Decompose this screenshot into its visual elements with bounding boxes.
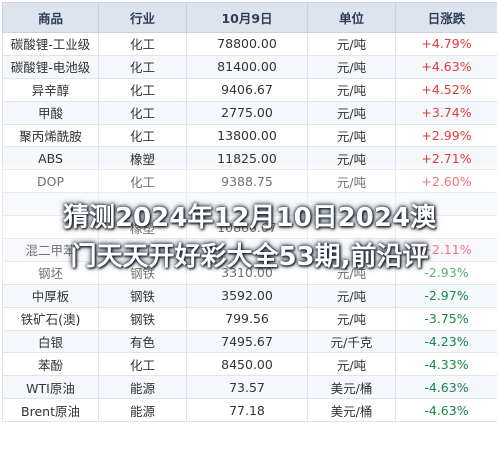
cell-industry: 化工: [98, 32, 187, 56]
table-row: 聚丙烯酰胺 化工 13800.00 元/吨 +2.99%: [2, 123, 497, 148]
table-row: DOP 化工 9388.75 元/吨 +2.60%: [2, 169, 497, 194]
header-industry: 行业: [98, 2, 187, 33]
cell-industry: 化工: [98, 238, 187, 262]
cell-change: -4.63%: [395, 398, 497, 423]
cell-commodity: 甲酸: [2, 100, 99, 125]
cell-unit: 元/吨: [307, 283, 396, 308]
cell-price: 799.56: [186, 306, 308, 331]
cell-unit: 美元/桶: [307, 398, 396, 423]
cell-industry: 化工: [98, 123, 187, 148]
cell-price: 7495.67: [186, 329, 308, 354]
commodity-price-table: 商品 行业 10月9日 单位 日涨跌 碳酸锂-工业级 化工 78800.00 元/吨 +…: [2, 2, 497, 423]
cell-change: [395, 192, 497, 217]
cell-price: 3592.00: [186, 283, 308, 308]
cell-unit: 元/吨: [307, 123, 396, 148]
header-price-date: 10月9日: [186, 2, 308, 33]
table-row: 白银 有色 7495.67 元/千克 -4.23%: [2, 329, 497, 354]
cell-industry: 钢铁: [98, 306, 187, 331]
table-row: [2, 192, 497, 217]
cell-price: 9406.67: [186, 77, 308, 102]
table-row: 铁矿石(澳) 钢铁 799.56 元/吨 -3.75%: [2, 306, 497, 331]
cell-change: +4.63%: [395, 54, 497, 79]
cell-price: 77.18: [186, 398, 308, 423]
cell-change: -3.75%: [395, 306, 497, 331]
table-header-row: 商品 行业 10月9日 单位 日涨跌: [2, 2, 497, 33]
cell-industry: 化工: [98, 100, 187, 125]
cell-change: -2.97%: [395, 283, 497, 308]
cell-commodity: WTI原油: [2, 375, 99, 400]
cell-price: 2775.00: [186, 100, 308, 125]
cell-commodity: Brent原油: [2, 398, 99, 423]
table-row: Brent原油 能源 77.18 美元/桶 -4.63%: [2, 398, 497, 423]
cell-unit: 元/吨: [307, 352, 396, 377]
table-row: 碳酸锂-电池级 化工 81400.00 元/吨 +4.63%: [2, 54, 497, 79]
cell-price: 11825.00: [186, 146, 308, 171]
header-commodity: 商品: [2, 2, 99, 33]
cell-commodity: 聚丙烯酰胺: [2, 123, 99, 148]
cell-industry: 橡塑: [98, 146, 187, 171]
cell-industry: 能源: [98, 375, 187, 400]
cell-industry: 有色: [98, 329, 187, 354]
cell-change: +2.71%: [395, 146, 497, 171]
cell-unit: 美元/桶: [307, 375, 396, 400]
cell-commodity: 中厚板: [2, 283, 99, 308]
cell-industry: 钢铁: [98, 260, 187, 285]
cell-industry: 化工: [98, 54, 187, 79]
table-row: ABS 橡塑 11825.00 元/吨 +2.71%: [2, 146, 497, 171]
cell-commodity: 异辛醇: [2, 77, 99, 102]
cell-commodity: 苯酚: [2, 352, 99, 377]
cell-unit: 元/千克: [307, 329, 396, 354]
cell-unit: 元/吨: [307, 306, 396, 331]
table-row: 异辛醇 化工 9406.67 元/吨 +4.52%: [2, 77, 497, 102]
cell-commodity: 碳酸锂-电池级: [2, 54, 99, 79]
cell-unit: 元/吨: [307, 32, 396, 56]
cell-price: [186, 238, 308, 262]
cell-commodity: ABS: [2, 146, 99, 171]
cell-price: 13800.00: [186, 123, 308, 148]
headline-banner: [0, 166, 499, 282]
cell-change: -4.23%: [395, 329, 497, 354]
cell-change: +2.99%: [395, 123, 497, 148]
cell-industry: 化工: [98, 77, 187, 102]
cell-price: [186, 192, 308, 217]
cell-price: 9388.75: [186, 169, 308, 194]
table-row: 甲酸 化工 2775.00 元/吨 +3.74%: [2, 100, 497, 125]
header-unit: 单位: [307, 2, 396, 33]
cell-unit: 元/吨: [307, 100, 396, 125]
table-body: 碳酸锂-工业级 化工 78800.00 元/吨 +4.79% 碳酸锂-电池级 化工 81400…: [2, 32, 497, 423]
cell-change: +4.52%: [395, 77, 497, 102]
cell-change: -4.63%: [395, 375, 497, 400]
cell-price: 8450.00: [186, 352, 308, 377]
cell-change: +4.79%: [395, 32, 497, 56]
table-row: WTI原油 能源 73.57 美元/桶 -4.63%: [2, 375, 497, 400]
cell-unit: 元/吨: [307, 146, 396, 171]
headline-line-2: 门天天开好彩大全53期,前沿评: [70, 242, 429, 272]
cell-unit: [307, 238, 396, 262]
cell-price: 81400.00: [186, 54, 308, 79]
cell-unit: 元/吨: [307, 77, 396, 102]
table-row: 碳酸锂-工业级 化工 78800.00 元/吨 +4.79%: [2, 32, 497, 56]
table-row: 混二甲苯 化工 +2.11%: [2, 238, 497, 262]
cell-industry: 能源: [98, 398, 187, 423]
cell-commodity: 碳酸锂-工业级: [2, 32, 99, 56]
cell-commodity: 白银: [2, 329, 99, 354]
cell-price: 78800.00: [186, 32, 308, 56]
cell-industry: 钢铁: [98, 283, 187, 308]
cell-commodity: 铁矿石(澳): [2, 306, 99, 331]
cell-change: -4.33%: [395, 352, 497, 377]
table-row: 苯酚 化工 8450.00 元/吨 -4.33%: [2, 352, 497, 377]
header-daily-change: 日涨跌: [395, 2, 497, 33]
cell-commodity: DOP: [2, 169, 99, 194]
table-row: 中厚板 钢铁 3592.00 元/吨 -2.97%: [2, 283, 497, 308]
cell-unit: 元/吨: [307, 54, 396, 79]
cell-industry: 化工: [98, 352, 187, 377]
headline-line-1: 猜测2024年12月10日2024澳: [62, 203, 437, 233]
cell-change: +3.74%: [395, 100, 497, 125]
cell-price: 73.57: [186, 375, 308, 400]
